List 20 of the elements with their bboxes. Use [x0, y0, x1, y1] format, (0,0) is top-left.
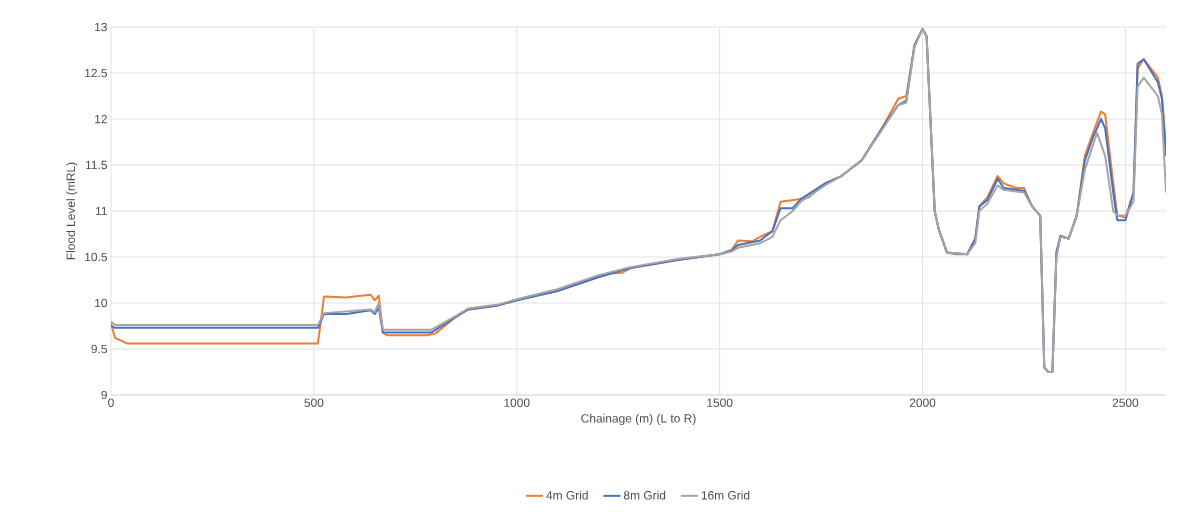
y-tick-label: 11.5 [86, 160, 107, 170]
y-tick-label: 10.5 [85, 252, 107, 262]
y-tick-label: 9.5 [91, 344, 107, 354]
legend-label: 4m Grid [546, 490, 588, 500]
y-tick-label: 12.5 [85, 68, 107, 78]
y-axis-title: Flood Level (mRL) [66, 162, 78, 260]
x-tick-label: 1000 [504, 398, 530, 407]
x-tick-label: 2000 [909, 398, 936, 407]
x-axis-title: Chainage (m) (L to R) [581, 413, 696, 425]
y-tick-label: 9 [101, 390, 107, 400]
y-tick-label: 13 [95, 22, 107, 32]
x-tick-label: 1500 [707, 398, 733, 407]
y-tick-label: 11 [95, 206, 107, 216]
legend-label: 16m Grid [701, 490, 750, 500]
y-tick-label: 10 [95, 298, 108, 308]
x-tick-label: 0 [108, 398, 114, 407]
legend-label: 8m Grid [623, 490, 666, 500]
x-tick-label: 500 [304, 398, 324, 407]
x-tick-label: 2500 [1112, 398, 1139, 407]
y-tick-label: 12 [95, 114, 107, 124]
